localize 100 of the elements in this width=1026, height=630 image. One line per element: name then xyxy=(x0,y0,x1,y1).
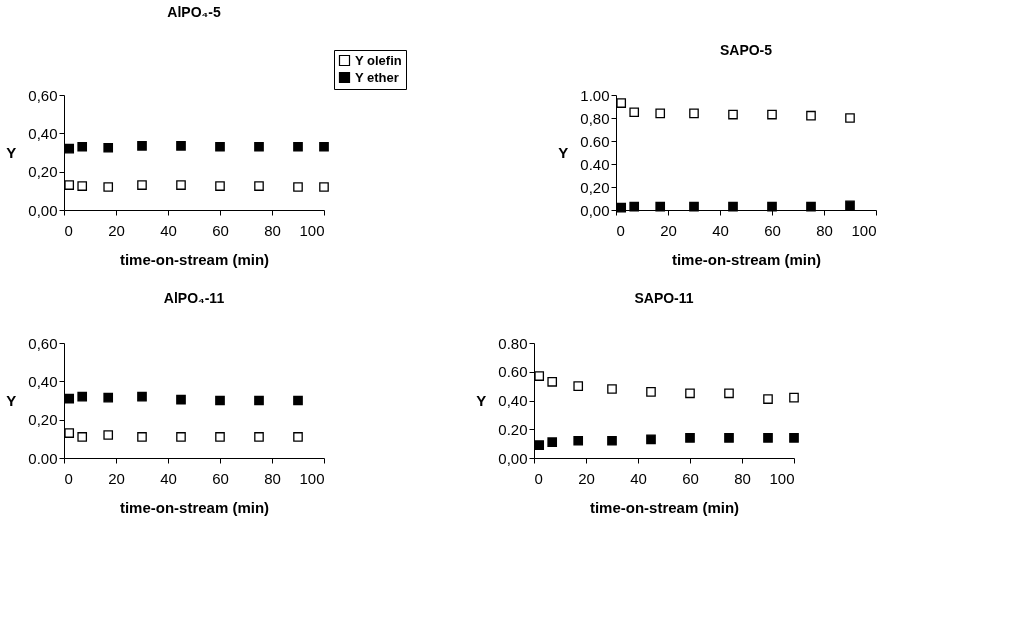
point xyxy=(607,435,617,446)
x-tick-label: 80 xyxy=(264,221,281,239)
x-tick-label: 80 xyxy=(264,469,281,487)
y-tick-label: 0,80 xyxy=(580,109,610,127)
point xyxy=(728,109,738,120)
y-tick-label: 0.80 xyxy=(498,334,528,352)
point xyxy=(689,108,699,119)
point xyxy=(607,384,617,394)
y-tick-label: 0.60 xyxy=(498,363,528,381)
point xyxy=(534,371,545,381)
point xyxy=(137,180,147,190)
point xyxy=(64,143,75,154)
y-tick-label: 0,00 xyxy=(498,449,528,467)
point xyxy=(176,394,186,405)
y-tick-label: 0.00 xyxy=(28,449,58,467)
y-tick-label: 0,20 xyxy=(28,411,58,429)
point xyxy=(547,437,558,448)
y-tick-label: 0.60 xyxy=(580,132,610,150)
x-tick-label: 20 xyxy=(108,469,125,487)
point xyxy=(64,428,75,438)
x-tick-label: 100 xyxy=(299,221,325,239)
point xyxy=(728,201,738,212)
point xyxy=(319,182,329,192)
x-tick-label: 0 xyxy=(64,469,73,487)
y-tick-label: 0,40 xyxy=(498,392,528,409)
legend-label: Y olefin xyxy=(355,52,402,68)
point xyxy=(767,109,777,120)
point xyxy=(685,433,695,443)
point xyxy=(77,432,88,442)
x-tick-label: 20 xyxy=(108,221,125,239)
point xyxy=(103,142,114,153)
x-tick-label: 0 xyxy=(616,221,625,239)
point xyxy=(573,381,584,391)
point xyxy=(215,395,225,406)
point xyxy=(254,395,264,406)
y-tick-label: 1.00 xyxy=(580,86,610,104)
point xyxy=(215,432,225,442)
point xyxy=(254,141,264,152)
x-tick-label: 80 xyxy=(734,469,751,487)
x-axis-title: time-on-stream (min) xyxy=(671,250,822,268)
y-tick-label: 0,20 xyxy=(28,163,58,181)
y-axis-title: Y xyxy=(476,392,487,409)
y-tick-label: 0,60 xyxy=(28,86,58,104)
point xyxy=(293,432,303,442)
x-tick-label: 40 xyxy=(160,221,177,239)
point xyxy=(137,391,147,402)
point xyxy=(685,388,695,399)
chart-title: AlPO₄-5 xyxy=(167,3,221,20)
x-tick-label: 0 xyxy=(64,221,73,239)
point xyxy=(103,392,114,403)
point xyxy=(547,376,558,387)
point xyxy=(534,440,545,450)
point xyxy=(573,435,584,446)
x-tick-label: 100 xyxy=(769,469,795,487)
point xyxy=(176,432,186,442)
point xyxy=(254,181,264,191)
x-tick-label: 60 xyxy=(682,469,699,487)
y-axis-title: Y xyxy=(558,144,569,161)
point xyxy=(77,141,88,152)
x-tick-label: 60 xyxy=(764,221,781,239)
y-tick-label: 0,00 xyxy=(28,201,58,219)
x-tick-label: 40 xyxy=(160,469,177,487)
point xyxy=(176,180,186,190)
x-tick-label: 60 xyxy=(212,469,229,487)
x-axis-title: time-on-stream (min) xyxy=(589,498,740,516)
legend-label: Y ether xyxy=(355,69,399,85)
x-tick-label: 60 xyxy=(212,221,229,239)
y-tick-label: 0,00 xyxy=(580,201,610,219)
point xyxy=(629,201,640,212)
x-tick-label: 40 xyxy=(630,469,647,487)
x-axis-title: time-on-stream (min) xyxy=(119,250,270,268)
y-tick-label: 0.20 xyxy=(498,420,528,438)
point xyxy=(845,200,855,211)
point xyxy=(629,107,640,118)
point xyxy=(77,181,88,191)
point xyxy=(767,201,777,212)
point xyxy=(103,430,114,440)
chart-title: SAPO-11 xyxy=(634,290,694,306)
point xyxy=(64,393,75,404)
chart-title: SAPO-5 xyxy=(719,42,773,58)
point xyxy=(77,391,88,402)
point xyxy=(763,433,773,443)
y-tick-label: 0,40 xyxy=(28,124,58,142)
point xyxy=(724,388,734,399)
point xyxy=(646,387,656,397)
point xyxy=(655,108,666,119)
point xyxy=(293,141,303,152)
y-tick-label: 0,40 xyxy=(28,372,58,390)
point xyxy=(176,140,186,151)
point xyxy=(215,141,225,152)
point xyxy=(789,433,799,443)
point xyxy=(319,141,329,152)
point xyxy=(293,182,303,192)
y-axis-title: Y xyxy=(6,144,17,161)
x-tick-label: 20 xyxy=(660,221,677,239)
chart-title: AlPO₄-11 xyxy=(163,290,225,306)
point xyxy=(806,201,816,212)
y-axis-title: Y xyxy=(6,392,17,409)
point xyxy=(845,113,855,123)
point xyxy=(655,201,666,212)
